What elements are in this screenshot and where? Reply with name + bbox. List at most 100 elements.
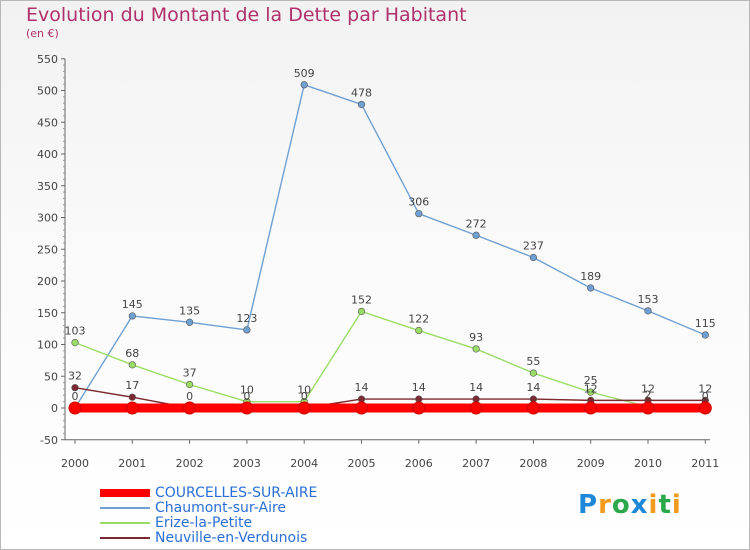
x-tick-label: 2011 bbox=[691, 457, 719, 470]
data-label: 12 bbox=[584, 382, 598, 395]
data-point bbox=[125, 401, 139, 415]
x-tick-label: 2006 bbox=[405, 457, 433, 470]
data-point bbox=[529, 253, 538, 262]
data-label: 145 bbox=[122, 298, 143, 311]
data-label: 478 bbox=[351, 86, 372, 99]
data-label: 122 bbox=[408, 313, 429, 326]
data-point bbox=[415, 326, 423, 335]
y-tick-label: 150 bbox=[37, 307, 58, 320]
data-label: 237 bbox=[523, 240, 544, 253]
data-label: 10 bbox=[240, 384, 254, 397]
data-label: 14 bbox=[355, 381, 369, 394]
chart-subtitle: (en €) bbox=[26, 27, 59, 40]
legend-item: COURCELLES-SUR-AIRE bbox=[100, 485, 317, 501]
data-point bbox=[128, 361, 136, 369]
legend-item: Neuville-en-Verdunois bbox=[100, 530, 317, 546]
data-point bbox=[472, 345, 480, 353]
data-label: 152 bbox=[351, 293, 372, 306]
data-label: 10 bbox=[297, 384, 311, 397]
data-point bbox=[587, 388, 595, 396]
data-point bbox=[355, 401, 368, 415]
series-line-2 bbox=[74, 310, 706, 409]
chart-title: Evolution du Montant de la Dette par Hab… bbox=[26, 4, 467, 26]
logo-letter: t bbox=[658, 490, 672, 520]
data-label: 12 bbox=[698, 382, 712, 395]
legend-swatch bbox=[100, 536, 150, 539]
data-point bbox=[243, 326, 251, 334]
x-tick-label: 2001 bbox=[118, 457, 146, 470]
data-label: 25 bbox=[584, 374, 598, 387]
data-label: 0 bbox=[702, 390, 709, 403]
y-tick-label: 550 bbox=[37, 53, 58, 66]
data-label: 509 bbox=[294, 67, 315, 80]
x-tick-label: 2002 bbox=[176, 457, 204, 470]
data-point bbox=[412, 401, 426, 415]
data-point bbox=[68, 401, 82, 415]
data-label: 0 bbox=[186, 390, 193, 403]
logo-letter: i bbox=[671, 490, 682, 520]
data-point bbox=[469, 401, 483, 415]
y-tick-label: 0 bbox=[51, 402, 58, 415]
data-point bbox=[415, 210, 423, 218]
data-point bbox=[357, 307, 366, 316]
data-point bbox=[71, 338, 79, 347]
data-point bbox=[71, 384, 79, 392]
data-label: 0 bbox=[301, 390, 308, 403]
y-tick-label: 500 bbox=[37, 85, 58, 98]
y-tick-label: -50 bbox=[40, 434, 58, 447]
data-label: 0 bbox=[243, 390, 250, 403]
data-label: 37 bbox=[183, 367, 197, 380]
x-tick-label: 2004 bbox=[290, 457, 318, 470]
logo-letter: x bbox=[630, 490, 649, 520]
data-label: 32 bbox=[68, 370, 82, 383]
data-label: 123 bbox=[236, 312, 257, 325]
x-tick-label: 2007 bbox=[462, 457, 490, 470]
data-point bbox=[186, 380, 194, 389]
logo-letter: P bbox=[578, 490, 599, 520]
data-label: 17 bbox=[125, 379, 139, 392]
data-point bbox=[526, 401, 540, 415]
data-label: 135 bbox=[179, 304, 200, 317]
legend-item: Chaumont-sur-Aire bbox=[100, 499, 317, 516]
legend-swatch bbox=[100, 506, 150, 509]
series-line-1 bbox=[74, 84, 706, 409]
legend-label: Chaumont-sur-Aire bbox=[155, 499, 287, 516]
legend-swatch bbox=[100, 521, 150, 524]
data-point bbox=[297, 401, 311, 415]
data-point bbox=[183, 401, 197, 415]
y-tick-label: 450 bbox=[37, 116, 58, 129]
y-tick-label: 250 bbox=[37, 243, 58, 256]
x-tick-label: 2008 bbox=[519, 457, 547, 470]
data-label: 189 bbox=[580, 270, 601, 283]
data-label: 14 bbox=[412, 381, 426, 394]
x-tick-label: 2010 bbox=[634, 457, 662, 470]
data-label: 14 bbox=[526, 381, 540, 394]
data-point bbox=[357, 100, 366, 109]
legend-label: Erize-la-Petite bbox=[155, 514, 253, 531]
data-point bbox=[698, 401, 712, 415]
x-tick-label: 2005 bbox=[348, 457, 376, 470]
logo-letter: o bbox=[611, 490, 631, 520]
y-tick-label: 100 bbox=[37, 339, 58, 352]
data-label: 55 bbox=[526, 355, 540, 368]
data-label: 115 bbox=[695, 317, 716, 330]
y-tick-label: 350 bbox=[37, 180, 58, 193]
data-label: 272 bbox=[466, 217, 487, 230]
y-tick-label: 300 bbox=[37, 212, 58, 225]
logo-letter: i bbox=[648, 490, 659, 520]
x-tick-label: 2000 bbox=[61, 457, 89, 470]
data-point bbox=[128, 312, 136, 320]
data-point bbox=[584, 401, 598, 415]
proxiti-logo: Proxiti bbox=[578, 490, 682, 520]
data-point bbox=[415, 395, 423, 403]
data-point bbox=[472, 395, 480, 403]
data-point bbox=[701, 331, 709, 339]
data-point bbox=[644, 307, 652, 315]
data-point bbox=[587, 284, 595, 292]
data-point bbox=[128, 393, 136, 401]
data-label: 153 bbox=[638, 293, 659, 306]
data-label: 306 bbox=[408, 196, 429, 209]
